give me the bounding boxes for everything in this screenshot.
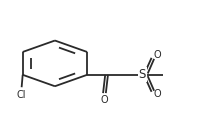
Text: O: O (101, 95, 108, 105)
Text: O: O (153, 50, 161, 60)
Text: O: O (153, 89, 161, 99)
Text: Cl: Cl (17, 90, 26, 100)
Text: S: S (139, 68, 146, 81)
